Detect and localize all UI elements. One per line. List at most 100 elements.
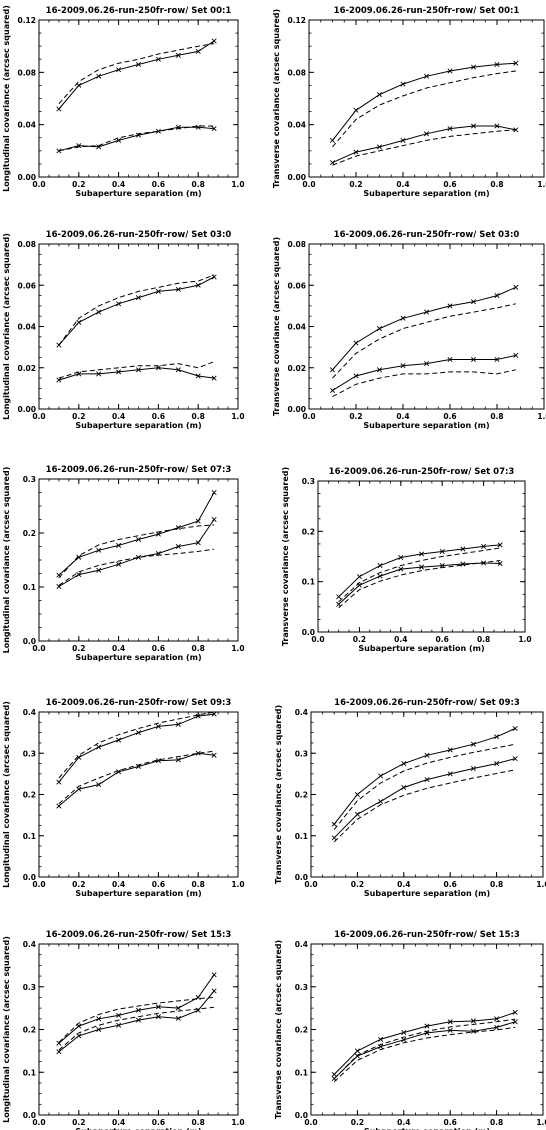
marker-stroke xyxy=(329,387,336,393)
x-tick-label: 0.2 xyxy=(72,412,85,421)
x-tick-label: 0.0 xyxy=(311,635,324,644)
marker-stroke xyxy=(135,1007,142,1013)
x-axis-label: Subaperture separation (m) xyxy=(75,421,201,430)
series-line-3 xyxy=(58,752,215,807)
marker-stroke xyxy=(135,367,142,373)
marker-stroke xyxy=(331,835,337,841)
marker-stroke xyxy=(378,798,384,805)
data-point-marker xyxy=(494,1016,500,1022)
data-point-marker xyxy=(401,761,407,767)
x-tick-label: 0.2 xyxy=(72,644,85,653)
data-point-marker xyxy=(135,536,142,542)
y-axis-label: Transverse covariance (arcsec squared) xyxy=(272,237,281,416)
series-line-1 xyxy=(333,1011,516,1075)
marker-stroke xyxy=(401,1029,407,1036)
marker-stroke xyxy=(423,361,430,367)
data-point-marker xyxy=(116,561,122,567)
x-tick-label: 0.0 xyxy=(304,880,317,889)
marker-stroke xyxy=(211,489,217,496)
marker-stroke xyxy=(211,126,217,132)
x-tick-label: 0.8 xyxy=(192,180,205,189)
y-tick-label: 0.3 xyxy=(23,983,36,992)
marker-stroke xyxy=(356,582,362,588)
y-tick-label: 0.1 xyxy=(23,832,36,841)
data-point-marker xyxy=(56,1049,62,1055)
data-point-marker xyxy=(354,811,360,817)
y-tick-label: 0.02 xyxy=(287,364,306,373)
marker-stroke xyxy=(96,1016,102,1022)
plot-frame xyxy=(317,480,526,633)
data-point-marker xyxy=(195,282,201,288)
y-tick-label: 0.4 xyxy=(295,708,308,717)
x-axis-label: Subaperture separation (m) xyxy=(363,189,489,198)
marker-stroke xyxy=(378,1044,384,1050)
data-point-marker xyxy=(135,730,142,736)
x-tick-label: 0.8 xyxy=(490,880,503,889)
y-tick-label: 0.2 xyxy=(302,527,315,536)
x-tick-label: 0.4 xyxy=(112,180,125,189)
y-axis-label: Longitudinal covariance (arcsec squared) xyxy=(2,5,11,192)
data-point-marker xyxy=(116,1012,122,1018)
marker-stroke xyxy=(470,765,476,772)
y-tick-label: 0.02 xyxy=(17,364,36,373)
series-line-1 xyxy=(58,713,215,783)
x-tick-label: 1.0 xyxy=(537,180,546,189)
y-axis-label: Longitudinal covariance (arcsec squared) xyxy=(2,467,11,654)
data-point-marker xyxy=(447,771,453,777)
chart-title: 16-2009.06.26-run-250fr-row/ Set 09:3 xyxy=(334,698,520,708)
marker-stroke xyxy=(135,536,142,542)
marker-stroke xyxy=(155,531,161,537)
x-tick-label: 0.6 xyxy=(436,635,449,644)
marker-stroke xyxy=(447,356,453,363)
data-point-marker xyxy=(378,1044,384,1050)
marker-stroke xyxy=(481,560,487,566)
data-point-marker xyxy=(329,137,336,143)
data-point-marker xyxy=(195,373,201,379)
marker-stroke xyxy=(116,137,122,143)
series-line-3 xyxy=(58,126,215,152)
data-point-marker xyxy=(418,564,425,570)
y-tick-label: 0.00 xyxy=(287,173,306,182)
y-tick-label: 0.08 xyxy=(17,68,36,77)
y-tick-label: 0.4 xyxy=(23,940,36,949)
marker-stroke xyxy=(195,1007,201,1013)
chart-panel-3: 16-2009.06.26-run-250fr-row/ Set 03:0 0.0… xyxy=(2,230,245,430)
marker-stroke xyxy=(378,1036,384,1042)
data-point-marker xyxy=(470,64,477,70)
marker-stroke xyxy=(56,377,62,383)
marker-stroke xyxy=(155,1014,161,1020)
chart-title: 16-2009.06.26-run-250fr-row/ Set 03:0 xyxy=(334,230,520,240)
x-tick-label: 0.6 xyxy=(152,880,165,889)
x-tick-label: 0.6 xyxy=(443,412,456,421)
marker-stroke xyxy=(56,1049,62,1055)
x-axis-label: Subaperture separation (m) xyxy=(364,1127,490,1130)
data-point-marker xyxy=(116,769,122,775)
data-point-marker xyxy=(400,315,406,321)
marker-stroke xyxy=(494,293,500,299)
marker-stroke xyxy=(211,375,217,381)
series-line-4 xyxy=(58,548,215,586)
y-tick-label: 0.0 xyxy=(23,1111,36,1120)
series-line-2 xyxy=(333,743,516,830)
marker-stroke xyxy=(376,367,383,373)
plot-frame xyxy=(38,943,239,1116)
marker-stroke xyxy=(195,48,201,54)
marker-stroke xyxy=(401,761,407,767)
y-tick-label: 0.1 xyxy=(302,578,315,587)
data-point-marker xyxy=(329,160,336,166)
marker-stroke xyxy=(494,123,500,129)
marker-stroke xyxy=(135,554,142,560)
x-tick-label: 0.6 xyxy=(152,412,165,421)
chart-panel-2: 16-2009.06.26-run-250fr-row/ Set 00:1 0.0… xyxy=(272,6,546,198)
data-point-marker xyxy=(353,107,359,113)
series-line-3 xyxy=(332,125,516,164)
marker-stroke xyxy=(175,757,181,763)
series-line-1 xyxy=(332,286,517,371)
series-line-4 xyxy=(58,125,215,152)
marker-stroke xyxy=(211,988,217,994)
marker-stroke xyxy=(116,737,122,743)
chart-panel-7: 16-2009.06.26-run-250fr-row/ Set 09:3 0.0… xyxy=(2,698,245,898)
series-line-3 xyxy=(58,990,215,1053)
y-tick-label: 0.06 xyxy=(287,281,306,290)
marker-stroke xyxy=(354,811,360,817)
